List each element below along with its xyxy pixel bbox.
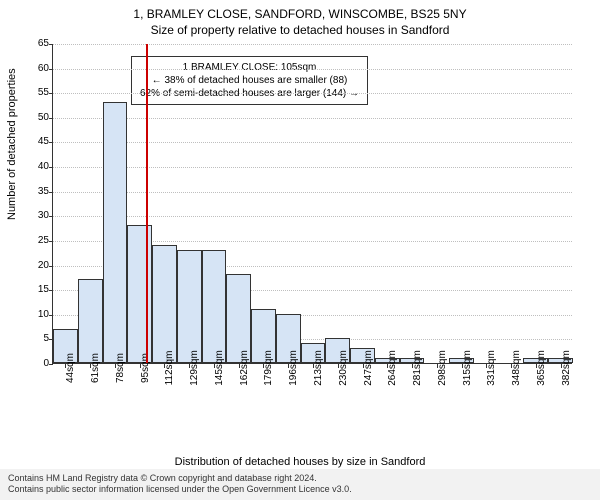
gridline-h: [53, 216, 572, 217]
x-tick-label: 247sqm: [363, 350, 374, 386]
y-tick-mark: [49, 364, 53, 365]
x-tick-label: 44sqm: [65, 353, 76, 383]
title-address: 1, BRAMLEY CLOSE, SANDFORD, WINSCOMBE, B…: [0, 6, 600, 22]
legend-line-1: 1 BRAMLEY CLOSE: 105sqm: [140, 61, 359, 74]
footer-line-2: Contains public sector information licen…: [8, 484, 592, 496]
x-tick-label: 331sqm: [486, 350, 497, 386]
gridline-h: [53, 192, 572, 193]
y-tick-mark: [49, 290, 53, 291]
histogram-bar: [177, 250, 202, 363]
chart-title-block: 1, BRAMLEY CLOSE, SANDFORD, WINSCOMBE, B…: [0, 0, 600, 38]
y-tick-mark: [49, 216, 53, 217]
gridline-h: [53, 69, 572, 70]
x-tick-label: 129sqm: [189, 350, 200, 386]
x-tick-label: 179sqm: [263, 350, 274, 386]
y-tick-mark: [49, 118, 53, 119]
y-axis-label: Number of detached properties: [6, 68, 18, 220]
x-tick-label: 112sqm: [164, 351, 175, 386]
histogram-bar: [78, 279, 103, 363]
marker-legend: 1 BRAMLEY CLOSE: 105sqm ← 38% of detache…: [131, 56, 368, 105]
x-tick-label: 145sqm: [214, 350, 225, 386]
y-tick-mark: [49, 192, 53, 193]
x-tick-label: 264sqm: [387, 350, 398, 386]
y-tick-mark: [49, 241, 53, 242]
x-axis-label: Distribution of detached houses by size …: [0, 456, 600, 468]
y-tick-mark: [49, 167, 53, 168]
y-tick-mark: [49, 142, 53, 143]
plot-region: 1 BRAMLEY CLOSE: 105sqm ← 38% of detache…: [52, 44, 572, 364]
gridline-h: [53, 93, 572, 94]
x-tick-label: 281sqm: [412, 350, 423, 386]
chart-area: 1 BRAMLEY CLOSE: 105sqm ← 38% of detache…: [52, 44, 572, 408]
footer-line-1: Contains HM Land Registry data © Crown c…: [8, 473, 592, 485]
x-tick-label: 382sqm: [561, 350, 572, 386]
gridline-h: [53, 142, 572, 143]
gridline-h: [53, 44, 572, 45]
x-tick-label: 315sqm: [462, 350, 473, 386]
legend-line-2: ← 38% of detached houses are smaller (88…: [140, 74, 359, 87]
y-tick-mark: [49, 266, 53, 267]
attribution-footer: Contains HM Land Registry data © Crown c…: [0, 469, 600, 500]
x-tick-label: 213sqm: [313, 350, 324, 386]
property-marker-line: [146, 44, 148, 363]
gridline-h: [53, 118, 572, 119]
y-tick-mark: [49, 315, 53, 316]
x-tick-label: 365sqm: [536, 350, 547, 386]
x-tick-label: 78sqm: [115, 353, 126, 383]
x-tick-label: 196sqm: [288, 350, 299, 386]
y-tick-mark: [49, 69, 53, 70]
x-tick-label: 61sqm: [90, 353, 101, 383]
gridline-h: [53, 167, 572, 168]
x-tick-label: 348sqm: [511, 350, 522, 386]
histogram-bar: [152, 245, 177, 363]
histogram-bar: [127, 225, 152, 363]
y-tick-mark: [49, 44, 53, 45]
y-tick-mark: [49, 93, 53, 94]
histogram-bar: [202, 250, 227, 363]
x-tick-label: 162sqm: [239, 350, 250, 386]
x-tick-label: 230sqm: [338, 350, 349, 386]
histogram-bar: [103, 102, 128, 363]
x-tick-label: 298sqm: [437, 350, 448, 386]
title-subtitle: Size of property relative to detached ho…: [0, 22, 600, 38]
